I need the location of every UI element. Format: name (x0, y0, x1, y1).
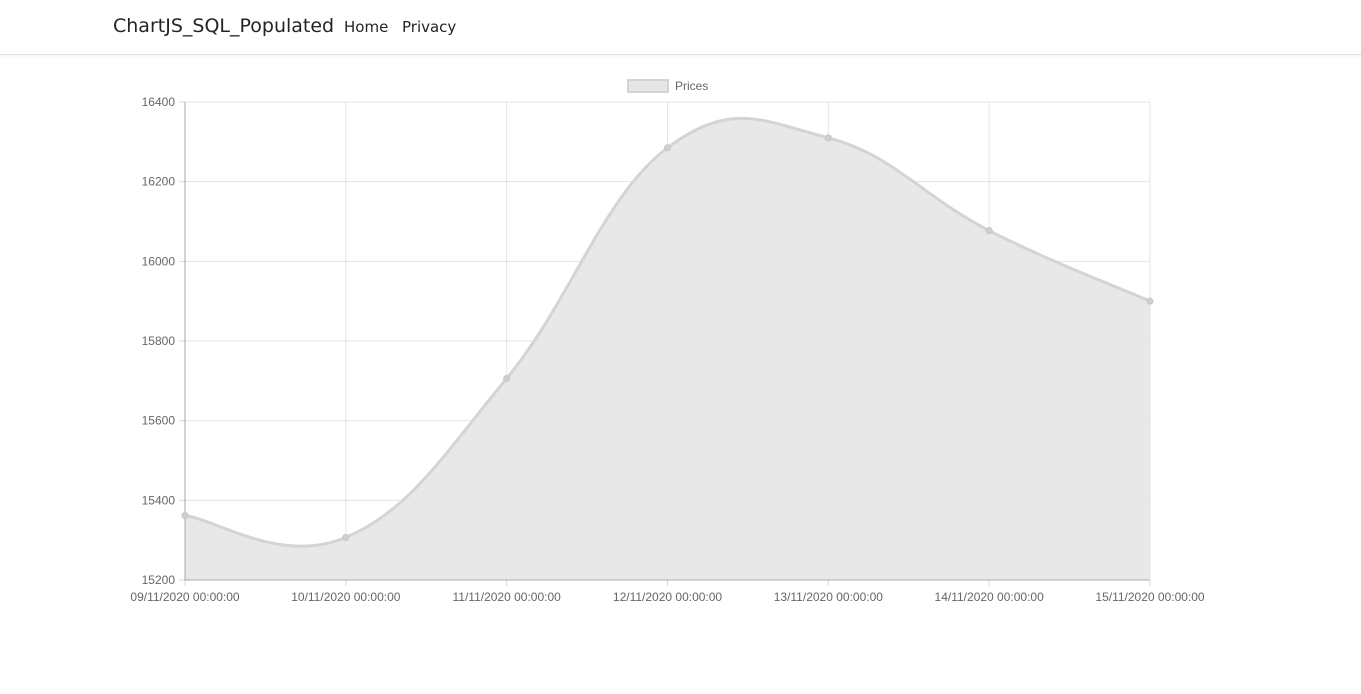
nav-link-home[interactable]: Home (344, 18, 389, 36)
area-series (184, 116, 1151, 580)
y-tick-label: 15200 (142, 573, 176, 587)
axes (184, 102, 1150, 581)
x-tick-label: 12/11/2020 00:00:00 (613, 590, 723, 604)
y-tick-label: 16400 (142, 95, 176, 109)
legend-label-prices[interactable]: Prices (675, 79, 708, 93)
data-point[interactable] (181, 511, 189, 519)
data-point[interactable] (1146, 297, 1154, 305)
legend-swatch-prices[interactable] (627, 79, 669, 93)
data-point[interactable] (503, 374, 511, 382)
y-tick-label: 15400 (142, 493, 176, 507)
y-axis-ticks: 15200 15400 15600 15800 16000 16200 16400 (142, 95, 176, 587)
nav-link-privacy[interactable]: Privacy (402, 18, 457, 36)
data-point[interactable] (985, 227, 993, 235)
y-tick-label: 16000 (142, 254, 176, 268)
y-tick-label: 16200 (142, 175, 176, 189)
x-tick-label: 13/11/2020 00:00:00 (774, 590, 884, 604)
x-tick-label: 15/11/2020 00:00:00 (1095, 590, 1205, 604)
navbar-brand[interactable]: ChartJS_SQL_Populated (113, 15, 335, 37)
data-points (181, 134, 1154, 541)
y-tick-label: 15800 (142, 334, 176, 348)
x-tick-label: 10/11/2020 00:00:00 (291, 590, 401, 604)
data-point[interactable] (824, 134, 832, 142)
chart-container: 15200 15400 15600 15800 16000 16200 16400 09/1… (0, 55, 1361, 690)
x-tick-label: 09/11/2020 00:00:00 (130, 590, 240, 604)
x-tick-label: 11/11/2020 00:00:00 (453, 590, 562, 604)
data-point[interactable] (342, 533, 350, 541)
x-axis-ticks: 09/11/2020 00:00:00 10/11/2020 00:00:00 11… (130, 590, 1205, 604)
x-tick-label: 14/11/2020 00:00:00 (935, 590, 1045, 604)
data-point[interactable] (664, 144, 671, 152)
legend: Prices (627, 79, 708, 93)
y-tick-label: 15600 (142, 414, 176, 428)
navbar: ChartJS_SQL_Populated Home Privacy (0, 0, 1361, 55)
prices-chart: 15200 15400 15600 15800 16000 16200 16400 09/1… (130, 79, 1205, 604)
area-fill-prices (185, 118, 1150, 580)
